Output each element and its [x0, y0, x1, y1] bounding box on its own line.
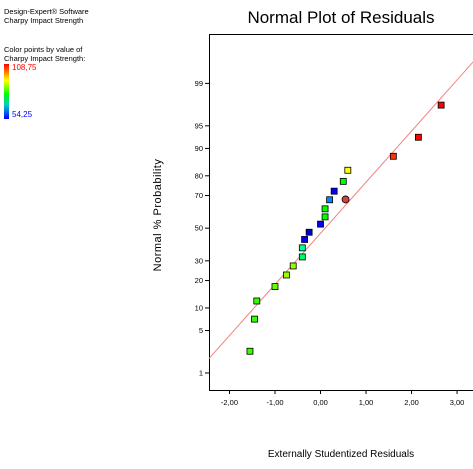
legend-title-line2: Charpy Impact Strength:	[4, 54, 86, 63]
y-tick-label: 20	[195, 276, 203, 285]
y-tick-label: 50	[195, 224, 203, 233]
data-point	[414, 133, 422, 141]
data-point	[253, 297, 261, 305]
y-tick-label: 1	[199, 368, 203, 377]
y-tick-label: 99	[195, 79, 203, 88]
data-point	[271, 283, 279, 290]
x-tick-label: 2,00	[404, 398, 419, 407]
x-tick-label: 0,00	[313, 398, 328, 407]
plot-frame	[209, 34, 473, 391]
legend-color-bar	[4, 64, 9, 119]
x-axis-label: Externally Studentized Residuals	[267, 449, 415, 460]
x-tick-label: -2,00	[221, 398, 238, 407]
data-point	[344, 166, 352, 174]
data-point	[437, 101, 445, 109]
software-name: Design-Expert® Software	[4, 7, 89, 16]
chart-title: Normal Plot of Residuals	[247, 8, 435, 27]
data-point	[298, 253, 306, 261]
data-point	[321, 213, 329, 221]
legend-min-label: 54,25	[12, 110, 33, 119]
y-tick-label: 95	[195, 121, 203, 130]
data-point	[321, 205, 329, 213]
data-point	[289, 262, 297, 270]
data-point	[301, 236, 308, 243]
data-point	[389, 152, 397, 160]
y-tick-label: 5	[199, 326, 203, 335]
data-point	[246, 347, 254, 355]
y-tick-label: 90	[195, 144, 203, 153]
y-tick-label: 80	[195, 171, 203, 180]
data-point	[341, 195, 350, 204]
response-name: Charpy Impact Strength	[4, 16, 84, 25]
x-tick-label: -1,00	[266, 398, 283, 407]
data-point	[251, 315, 258, 323]
data-point	[317, 220, 324, 228]
y-tick-label: 30	[195, 256, 203, 265]
data-point	[282, 271, 290, 279]
legend-max-label: 108,75	[12, 63, 37, 72]
x-tick-label: 3,00	[450, 398, 465, 407]
data-point	[305, 228, 313, 236]
legend-title-line1: Color points by value of	[4, 45, 83, 54]
data-point	[339, 177, 347, 185]
data-point	[298, 244, 306, 252]
x-tick-label: 1,00	[359, 398, 374, 407]
data-point	[330, 187, 338, 195]
y-tick-label: 10	[195, 303, 203, 312]
y-tick-label: 70	[195, 191, 203, 200]
data-point	[326, 196, 334, 204]
reference-line	[208, 61, 473, 359]
